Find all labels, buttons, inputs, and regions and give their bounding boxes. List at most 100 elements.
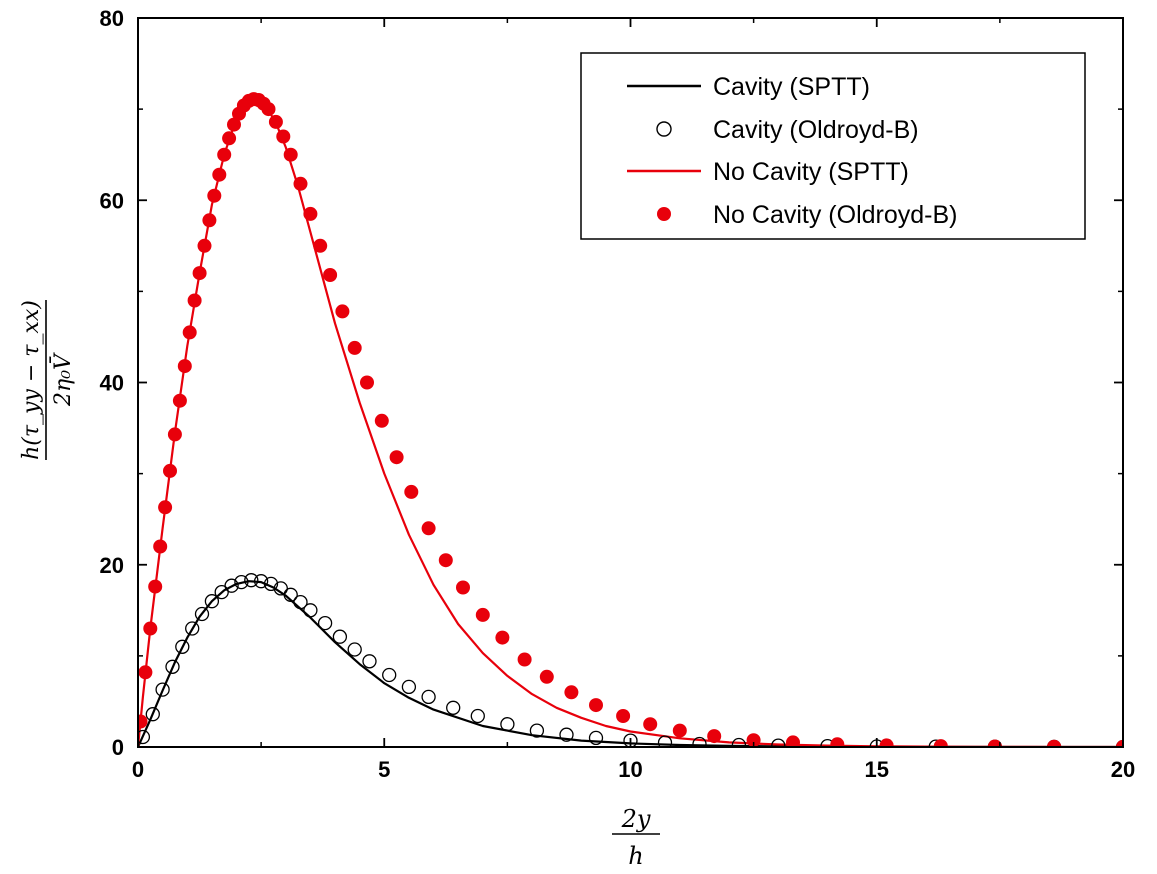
legend-label-cavity-oldroyd-b: Cavity (Oldroyd-B) <box>713 116 919 144</box>
data-point-no-cavity-oldroyd-b <box>360 375 374 390</box>
data-point-cavity-oldroyd-b <box>138 729 151 745</box>
x-axis-label: 2y h <box>612 805 660 870</box>
data-point-cavity-oldroyd-b <box>214 584 229 600</box>
series-layer <box>138 92 1123 747</box>
data-point-no-cavity-oldroyd-b <box>589 698 603 713</box>
x-tick-label: 5 <box>378 757 390 782</box>
data-point-no-cavity-oldroyd-b <box>227 117 241 132</box>
data-point-no-cavity-oldroyd-b <box>456 580 470 595</box>
data-point-cavity-oldroyd-b <box>500 717 515 732</box>
data-point-cavity-oldroyd-b <box>529 723 545 738</box>
data-point-no-cavity-oldroyd-b <box>222 131 237 146</box>
data-point-cavity-oldroyd-b <box>283 587 298 602</box>
data-point-no-cavity-oldroyd-b <box>158 500 173 515</box>
data-point-cavity-oldroyd-b <box>362 654 377 669</box>
data-point-no-cavity-oldroyd-b <box>303 206 318 221</box>
data-point-no-cavity-oldroyd-b <box>177 359 192 374</box>
x-tick-label: 10 <box>618 757 642 782</box>
data-point-cavity-oldroyd-b <box>588 730 604 746</box>
data-point-no-cavity-oldroyd-b <box>182 325 197 340</box>
data-point-no-cavity-oldroyd-b <box>138 714 148 729</box>
y-tick-label: 0 <box>112 735 124 760</box>
legend-swatch-no-cavity-oldroyd-b <box>657 207 671 221</box>
data-point-no-cavity-oldroyd-b <box>672 723 687 738</box>
data-point-cavity-oldroyd-b <box>145 707 160 722</box>
data-point-no-cavity-oldroyd-b <box>167 427 182 442</box>
data-point-cavity-oldroyd-b <box>401 679 417 695</box>
data-point-no-cavity-oldroyd-b <box>172 393 187 408</box>
data-point-no-cavity-oldroyd-b <box>148 579 163 594</box>
data-point-no-cavity-oldroyd-b <box>404 484 419 499</box>
data-point-no-cavity-oldroyd-b <box>153 539 168 554</box>
data-point-no-cavity-oldroyd-b <box>438 553 453 568</box>
legend-label-no-cavity-oldroyd-b: No Cavity (Oldroyd-B) <box>713 201 958 229</box>
data-point-no-cavity-oldroyd-b <box>192 266 207 281</box>
legend-label-cavity-sptt: Cavity (SPTT) <box>713 73 870 101</box>
data-point-no-cavity-oldroyd-b <box>283 147 298 162</box>
data-point-no-cavity-oldroyd-b <box>643 717 658 732</box>
data-point-cavity-oldroyd-b <box>204 594 220 609</box>
legend-label-no-cavity-sptt: No Cavity (SPTT) <box>713 158 909 186</box>
data-point-cavity-oldroyd-b <box>559 727 574 742</box>
data-point-cavity-oldroyd-b <box>347 642 362 657</box>
y-axis-label: h(τ_yy − τ_xx) 2η₀V̄ <box>19 300 76 460</box>
data-point-no-cavity-oldroyd-b <box>786 735 800 747</box>
data-point-cavity-oldroyd-b <box>234 574 249 590</box>
y-tick-label: 40 <box>100 371 124 396</box>
data-point-no-cavity-oldroyd-b <box>389 450 404 465</box>
data-point-cavity-oldroyd-b <box>332 629 348 644</box>
data-point-cavity-oldroyd-b <box>421 689 436 705</box>
data-point-no-cavity-oldroyd-b <box>830 737 845 747</box>
y-tick-label: 60 <box>100 188 124 213</box>
data-point-no-cavity-oldroyd-b <box>323 268 338 282</box>
data-point-no-cavity-oldroyd-b <box>879 738 894 747</box>
data-point-cavity-oldroyd-b <box>317 615 333 631</box>
data-point-no-cavity-oldroyd-b <box>261 102 276 117</box>
data-point-cavity-oldroyd-b <box>303 603 318 618</box>
data-point-no-cavity-oldroyd-b <box>933 739 948 747</box>
series-line-cavity-sptt <box>138 580 1123 747</box>
data-point-cavity-oldroyd-b <box>382 667 397 683</box>
data-point-no-cavity-oldroyd-b <box>163 463 177 478</box>
data-point-no-cavity-oldroyd-b <box>495 630 510 645</box>
data-point-cavity-oldroyd-b <box>244 573 259 588</box>
data-point-no-cavity-oldroyd-b <box>746 733 761 747</box>
data-point-cavity-oldroyd-b <box>175 639 190 654</box>
legend: Cavity (SPTT) Cavity (Oldroyd-B) No Cavity… <box>580 52 1086 240</box>
data-point-no-cavity-oldroyd-b <box>212 167 227 182</box>
legend-swatch-cavity-oldroyd-b <box>656 121 672 137</box>
data-point-cavity-oldroyd-b <box>470 708 485 724</box>
data-point-no-cavity-oldroyd-b <box>475 607 490 622</box>
data-point-cavity-oldroyd-b <box>657 735 673 747</box>
x-tick-label: 20 <box>1111 757 1135 782</box>
y-tick-label: 80 <box>100 6 124 31</box>
data-point-no-cavity-oldroyd-b <box>616 709 631 723</box>
y-tick-label: 20 <box>100 553 124 578</box>
x-axis-label-numerator: 2y <box>621 805 651 833</box>
data-point-no-cavity-oldroyd-b <box>335 304 350 319</box>
y-axis-label-numerator: h(τ_yy − τ_xx) <box>19 300 44 460</box>
data-point-no-cavity-oldroyd-b <box>1116 739 1123 747</box>
data-point-cavity-oldroyd-b <box>293 594 308 610</box>
data-point-cavity-oldroyd-b <box>263 576 279 592</box>
ticks-layer: 0 5 10 15 20 0 20 40 60 80 <box>100 6 1136 782</box>
data-point-no-cavity-oldroyd-b <box>138 665 153 680</box>
data-point-no-cavity-oldroyd-b <box>421 521 436 536</box>
data-point-no-cavity-oldroyd-b <box>347 340 362 355</box>
data-point-no-cavity-oldroyd-b <box>268 114 283 129</box>
data-point-cavity-oldroyd-b <box>446 700 461 715</box>
data-point-cavity-oldroyd-b <box>165 659 180 674</box>
data-point-no-cavity-oldroyd-b <box>217 147 232 162</box>
data-point-no-cavity-oldroyd-b <box>374 413 389 428</box>
x-tick-label: 15 <box>865 757 889 782</box>
data-point-cavity-oldroyd-b <box>224 578 239 593</box>
data-point-cavity-oldroyd-b <box>692 736 707 747</box>
data-point-cavity-oldroyd-b <box>194 606 210 622</box>
data-point-no-cavity-oldroyd-b <box>202 213 217 228</box>
data-point-cavity-oldroyd-b <box>731 737 747 747</box>
data-point-cavity-oldroyd-b <box>185 621 200 636</box>
x-axis-label-denominator: h <box>628 842 643 870</box>
data-point-no-cavity-oldroyd-b <box>187 293 202 308</box>
data-point-cavity-oldroyd-b <box>273 581 288 596</box>
